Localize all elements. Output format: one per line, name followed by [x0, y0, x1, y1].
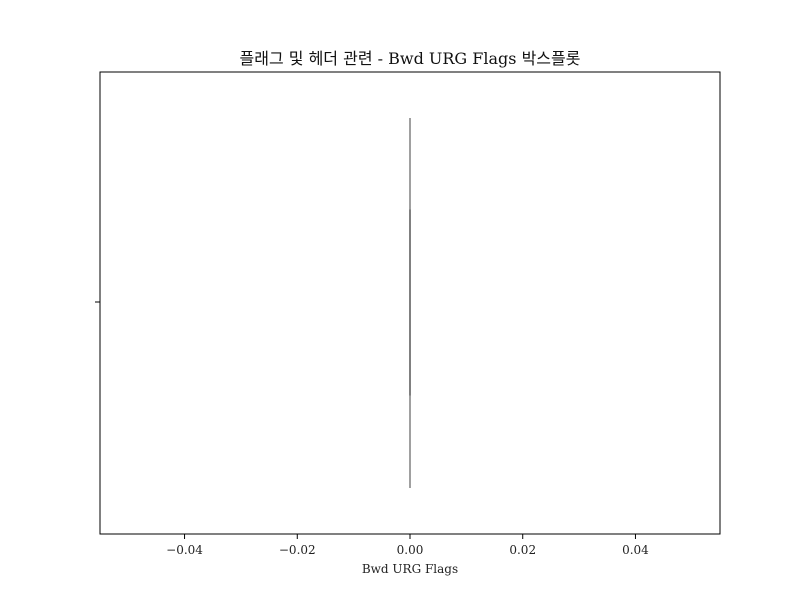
- box: [409, 118, 411, 488]
- chart-title: 플래그 및 헤더 관련 - Bwd URG Flags 박스플롯: [240, 49, 581, 68]
- x-axis-label: Bwd URG Flags: [362, 562, 458, 576]
- x-tick-label: −0.04: [166, 543, 203, 557]
- x-tick-label: 0.04: [622, 543, 649, 557]
- x-tick-label: 0.00: [397, 543, 424, 557]
- x-axis-ticks: −0.04 −0.02 0.00 0.02 0.04: [166, 534, 649, 557]
- x-tick-label: 0.02: [509, 543, 536, 557]
- x-tick-label: −0.02: [279, 543, 316, 557]
